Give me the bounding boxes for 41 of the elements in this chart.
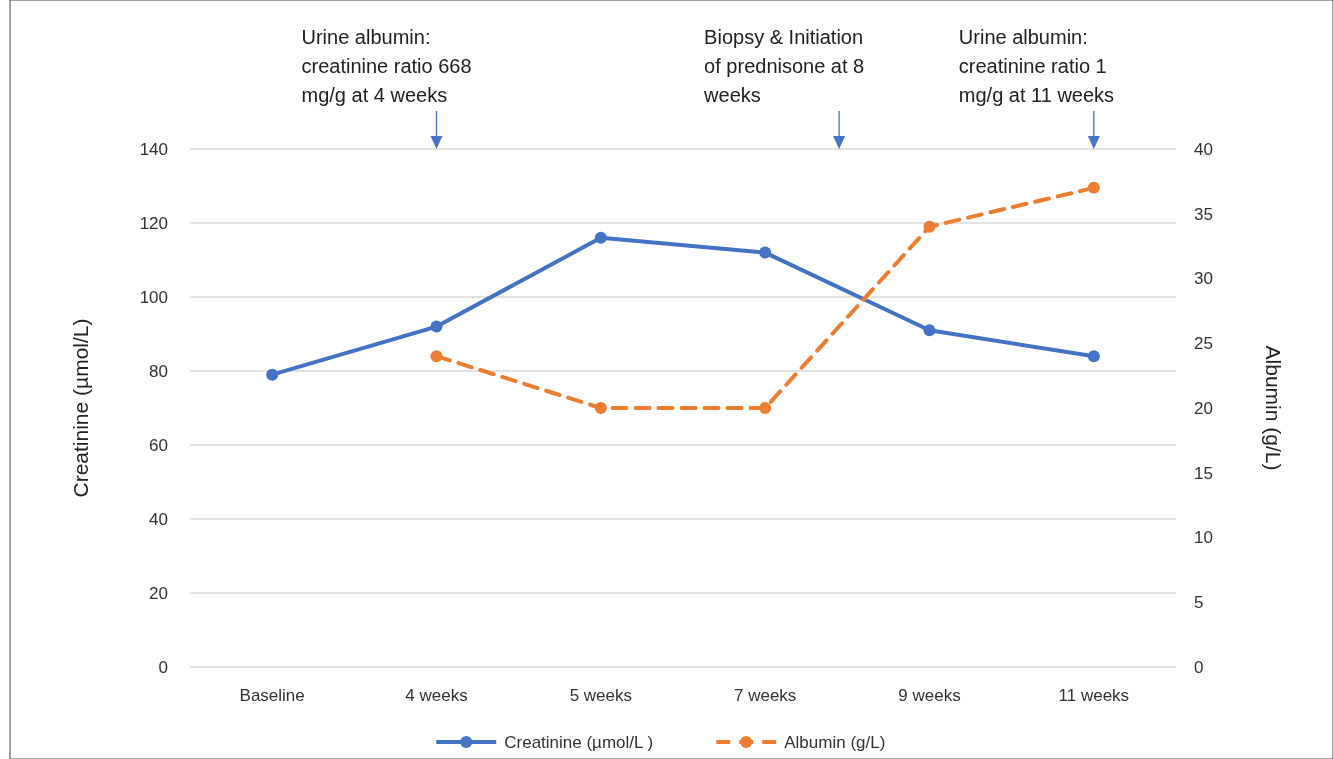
y2-tick-label: 0 xyxy=(1194,657,1204,677)
y2-tick-label: 25 xyxy=(1194,334,1213,354)
y-tick-label: 40 xyxy=(149,509,168,529)
point xyxy=(594,402,607,414)
y-tick-label: 80 xyxy=(149,361,168,381)
y2-axis-title: Albumin (g/L) xyxy=(1262,345,1285,471)
point xyxy=(594,231,607,244)
y2-tick-label: 5 xyxy=(1194,593,1204,613)
y2-tick-label: 40 xyxy=(1194,139,1213,159)
text: Biopsy & Initiation of prednisone at 8 weeks xyxy=(703,26,865,106)
y-tick-label: 20 xyxy=(149,583,168,603)
legend-label: Creatinine (µmol/L ) xyxy=(504,732,654,752)
y-tick-label: 120 xyxy=(139,213,168,233)
y-tick-label: 60 xyxy=(149,435,168,455)
point xyxy=(759,402,772,414)
point xyxy=(1087,181,1100,194)
y2-tick-label: 20 xyxy=(1194,398,1213,418)
y-tick-label: 0 xyxy=(158,657,168,677)
point xyxy=(266,368,279,381)
point xyxy=(430,350,443,363)
text: Urine albumin: creatinine ratio 1 mg/g at 11 weeks xyxy=(958,26,1115,106)
point xyxy=(923,324,936,337)
y2-tick-label: 30 xyxy=(1194,269,1213,289)
x-tick-label: Baseline xyxy=(239,686,305,705)
x-tick-label: 9 weeks xyxy=(898,686,961,705)
y-axis-title: Creatinine (µmol/L) xyxy=(69,318,92,498)
y2-tick-label: 15 xyxy=(1194,463,1213,483)
legend-label: Albumin (g/L) xyxy=(784,732,886,752)
point xyxy=(1087,350,1100,363)
y2-tick-label: 35 xyxy=(1194,204,1213,224)
x-tick-label: 4 weeks xyxy=(405,686,468,705)
y-tick-label: 140 xyxy=(139,139,168,159)
point xyxy=(430,320,443,333)
x-tick-label: 5 weeks xyxy=(569,686,633,705)
x-tick-label: 11 weeks xyxy=(1058,686,1130,705)
text: Urine albumin: creatinine ratio 668 mg/g at 4 weeks xyxy=(301,26,472,106)
y2-tick-label: 10 xyxy=(1194,528,1213,548)
x-tick-label: 7 weeks xyxy=(733,686,797,705)
point xyxy=(923,220,936,233)
point xyxy=(759,246,772,259)
y-tick-label: 100 xyxy=(139,287,168,307)
